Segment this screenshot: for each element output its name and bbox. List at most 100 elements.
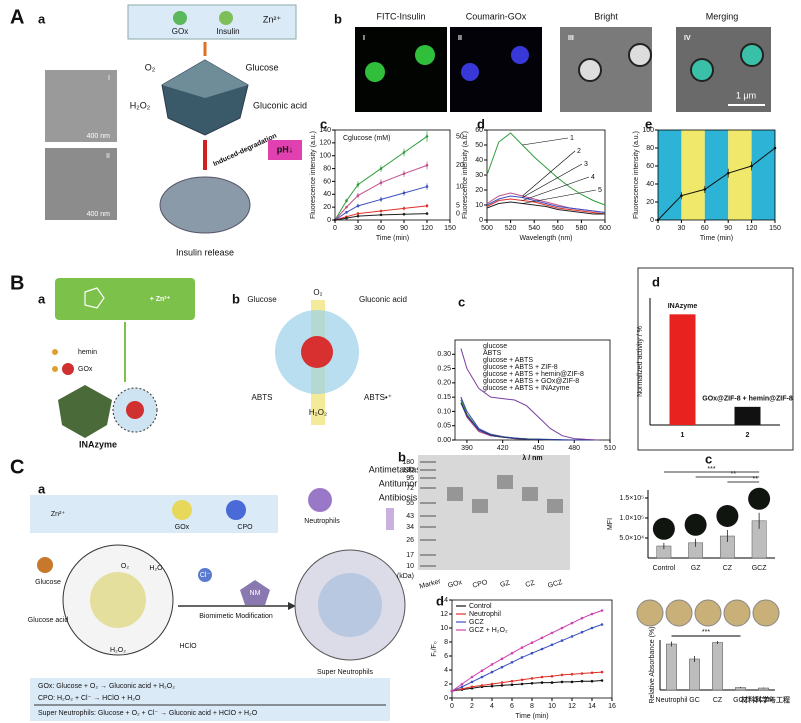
data-point: [530, 682, 534, 685]
x-tick-label: 420: [497, 445, 509, 452]
cpo-icon: [226, 500, 246, 520]
species: Glucose acid: [28, 617, 69, 624]
callout: [522, 150, 576, 197]
subpanel-label: b: [398, 449, 406, 464]
bar-label: INAzyme: [668, 303, 698, 310]
panel-label: B: [10, 272, 24, 294]
data-point: [379, 213, 383, 217]
x-axis-label: Time (min): [515, 713, 548, 720]
legend-entry: glucose + ABTS: [483, 357, 533, 364]
data-point: [570, 680, 574, 684]
data-point: [530, 641, 534, 644]
equation: CPO: H₂O₂ + Cl⁻ → HClO + H₂O: [38, 695, 141, 702]
particle: [578, 58, 602, 82]
data-point: [560, 639, 564, 642]
data-point: [460, 682, 464, 686]
data-point: [520, 678, 524, 682]
bar-label: GOx@ZIF-8 + hemin@ZIF-8: [702, 396, 793, 403]
data-point: [703, 188, 707, 191]
significance: **: [753, 476, 759, 483]
y-tick-label: 20: [475, 187, 483, 194]
data-point: [480, 669, 484, 672]
bar: [689, 658, 700, 691]
data-point: [580, 630, 584, 634]
chart-panel-label: d: [436, 593, 444, 608]
data-point: [356, 194, 360, 197]
cell-image: [684, 513, 707, 536]
species: O₂: [121, 563, 129, 570]
data-point: [540, 681, 544, 684]
x-tick-label: 120: [746, 225, 758, 232]
data-point: [425, 212, 429, 215]
y-tick-label: 6: [444, 653, 448, 660]
y-axis-label: Fluorescence intensity (a.u.): [310, 131, 317, 219]
data-point: [470, 680, 474, 684]
legend-entry: GCZ: [469, 619, 485, 626]
data-point: [402, 151, 406, 154]
equation: GOx: Glucose + O₂ → Gluconic acid + H₂O₂: [38, 683, 175, 690]
gel-marker: 34: [406, 524, 414, 531]
imidazole: [84, 287, 105, 309]
x-tick-label: 580: [576, 225, 588, 232]
legend-entry: glucose + ABTS + GOx@ZIF-8: [483, 378, 579, 385]
species: Glucose: [245, 62, 278, 72]
x-tick-label: 0: [333, 225, 337, 232]
y-tick-label: 14: [440, 597, 448, 604]
y-tick-label: 120: [319, 140, 331, 147]
data-point: [379, 209, 383, 213]
gel-marker: 180: [402, 459, 414, 466]
data-point: [356, 183, 360, 186]
species: H₂O₂: [110, 647, 126, 654]
series-label: 1: [570, 135, 574, 142]
petri-dish: [752, 599, 780, 627]
annotation: Cglucose (mM): [343, 135, 390, 142]
y-tick-label: 0: [479, 217, 483, 224]
sem-image: [45, 70, 117, 142]
plot-frame: [454, 339, 611, 441]
cell-image: [652, 517, 675, 540]
callout: [522, 189, 597, 204]
y-tick-label: 0: [444, 695, 448, 702]
x-axis-label: Time (min): [376, 235, 409, 242]
y-tick-label: 0.30: [437, 351, 451, 358]
data-point: [480, 684, 484, 687]
data-point: [402, 207, 406, 210]
y-tick-label: 0: [650, 217, 654, 224]
gox-icon: [172, 500, 192, 520]
sem-image: [45, 148, 117, 220]
series-line: [657, 147, 776, 221]
y-tick-label: 5.0×10⁴: [619, 535, 644, 542]
species: Cl⁻: [200, 572, 211, 579]
series-line: [451, 680, 603, 692]
gox-core: [126, 401, 144, 419]
time-band: [751, 130, 775, 220]
series-line: [486, 198, 606, 215]
y-tick-label: 10: [475, 202, 483, 209]
data-point: [510, 661, 514, 664]
y-tick-label: 4: [444, 667, 448, 674]
y-tick-label: 0.10: [437, 408, 451, 415]
significance: ***: [702, 629, 710, 636]
callout: [522, 137, 569, 146]
y-tick-label: 40: [475, 157, 483, 164]
nm-icon: [240, 580, 270, 605]
data-point: [490, 684, 494, 688]
chart-panel-label: e: [645, 116, 652, 131]
data-point: [500, 681, 504, 684]
data-point: [580, 672, 584, 675]
y-tick-label: 0.05: [437, 423, 451, 430]
x-tick-label: CZ: [723, 565, 733, 572]
data-point: [580, 616, 584, 620]
data-point: [726, 171, 730, 175]
bar: [734, 406, 761, 425]
data-point: [345, 210, 348, 214]
x-tick-label: 14: [588, 703, 596, 710]
chart-panel-label: c: [705, 451, 712, 466]
legend-entry: glucose + ABTS + INAzyme: [483, 385, 569, 392]
x-tick-label: GC: [689, 697, 700, 704]
scale-bar-label: 400 nm: [87, 211, 111, 218]
y-axis-label: Relative Absorbance (%): [649, 626, 656, 703]
y-axis-label: Normalized activity / %: [637, 326, 644, 397]
x-tick-label: 1: [681, 432, 685, 439]
image-numeral: III: [568, 35, 574, 42]
